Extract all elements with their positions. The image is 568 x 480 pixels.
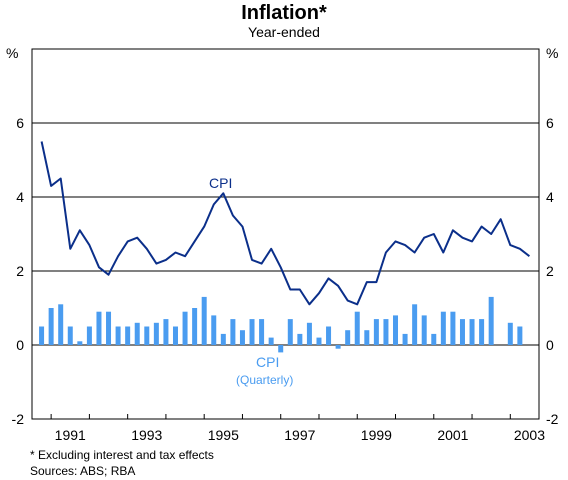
- cpi-quarterly-bar: [106, 311, 112, 345]
- cpi-quarterly-bar: [115, 326, 121, 345]
- cpi-quarterly-bar: [402, 333, 408, 345]
- cpi-quarterly-bar: [39, 326, 45, 345]
- cpi-quarterly-bar: [153, 322, 159, 345]
- cpi-quarterly-bar: [134, 322, 140, 345]
- cpi-quarterly-bar: [488, 296, 494, 345]
- cpi-quarterly-bar: [517, 326, 523, 345]
- cpi-quarterly-bar: [220, 333, 226, 345]
- cpi-quarterly-bar: [172, 326, 178, 345]
- y-unit-left: %: [6, 45, 18, 61]
- y-tick-label-left: 4: [16, 189, 24, 205]
- cpi-quarterly-bar: [144, 326, 150, 345]
- cpi-quarterly-bar: [345, 330, 351, 345]
- cpi-quarterly-bar: [306, 322, 312, 345]
- cpi-quarterly-bar: [125, 326, 131, 345]
- y-tick-label-right: 6: [546, 115, 554, 131]
- x-tick-label: 1999: [361, 427, 392, 443]
- y-tick-label-right: -2: [546, 411, 559, 427]
- cpi-quarterly-bar: [440, 311, 446, 345]
- cpi-quarterly-bar: [67, 326, 73, 345]
- cpi-quarterly-bar: [278, 345, 284, 353]
- x-tick-label: 1997: [284, 427, 315, 443]
- cpi-quarterly-bar: [364, 330, 370, 345]
- cpi-quarterly-bar: [77, 341, 83, 345]
- cpi-quarterly-bar: [230, 319, 236, 345]
- cpi-quarterly-bar: [393, 315, 399, 345]
- labels-layer: -2 -2 0 0 2 2 4 4 6 6 1991 1993 1995 1997 1999 2001 2003: [12, 115, 559, 443]
- y-unit-right: %: [546, 45, 558, 61]
- cpi-quarterly-bar: [239, 330, 245, 345]
- cpi-quarterly-bar: [201, 296, 207, 345]
- cpi-quarterly-bar: [259, 319, 265, 345]
- footnote: * Excluding interest and tax effects: [30, 448, 214, 462]
- cpi-quarterly-bar: [431, 333, 437, 345]
- x-tick-label: 1995: [208, 427, 239, 443]
- y-tick-label-left: -2: [12, 411, 25, 427]
- cpi-year-ended-line: [40, 141, 531, 306]
- x-tick-label: 1991: [55, 427, 86, 443]
- cpi-quarterly-bar: [163, 319, 169, 345]
- line-layer: [40, 141, 531, 306]
- cpi-quarterly-bar: [249, 319, 255, 345]
- cpi-quarterly-bar: [383, 319, 389, 345]
- cpi-quarterly-bar: [297, 333, 303, 345]
- cpi-quarterly-bar: [479, 319, 485, 345]
- cpi-quarterly-bar: [48, 308, 54, 345]
- cpi-quarterly-bar: [373, 319, 379, 345]
- cpi-quarterly-bar: [469, 319, 475, 345]
- y-tick-label-left: 0: [16, 337, 24, 353]
- cpi-quarterly-bar: [421, 315, 427, 345]
- cpi-quarterly-bar: [287, 319, 293, 345]
- cpi-quarterly-bar: [58, 304, 64, 345]
- cpi-quarterly-bar: [192, 308, 198, 345]
- y-tick-label-left: 6: [16, 115, 24, 131]
- x-tick-label: 2001: [437, 427, 468, 443]
- y-tick-label-right: 2: [546, 263, 554, 279]
- chart-title: Inflation*: [241, 2, 327, 24]
- cpi-quarterly-bar: [182, 311, 188, 345]
- cpi-quarterly-bar: [335, 345, 341, 349]
- cpi-line-label: CPI: [209, 175, 232, 191]
- y-tick-label-right: 0: [546, 337, 554, 353]
- cpi-bar-sublabel: (Quarterly): [236, 373, 293, 387]
- cpi-quarterly-bar: [316, 337, 322, 345]
- sources-note: Sources: ABS; RBA: [30, 464, 136, 478]
- x-tick-label: 1993: [131, 427, 162, 443]
- bars-layer: [39, 296, 523, 353]
- cpi-quarterly-bar: [459, 319, 465, 345]
- cpi-quarterly-bar: [412, 304, 418, 345]
- cpi-quarterly-bar: [211, 315, 217, 345]
- cpi-quarterly-bar: [96, 311, 102, 345]
- cpi-quarterly-bar: [507, 322, 513, 345]
- chart-subtitle: Year-ended: [248, 24, 320, 40]
- cpi-quarterly-bar: [268, 337, 274, 345]
- cpi-quarterly-bar: [450, 311, 456, 345]
- cpi-quarterly-bar: [354, 311, 360, 345]
- plot-frame: [31, 48, 540, 420]
- x-tick-label: 2003: [514, 427, 545, 443]
- cpi-quarterly-bar: [86, 326, 92, 345]
- cpi-bar-label: CPI: [256, 354, 279, 370]
- y-tick-label-left: 2: [16, 263, 24, 279]
- cpi-quarterly-bar: [326, 326, 332, 345]
- y-tick-label-right: 4: [546, 189, 554, 205]
